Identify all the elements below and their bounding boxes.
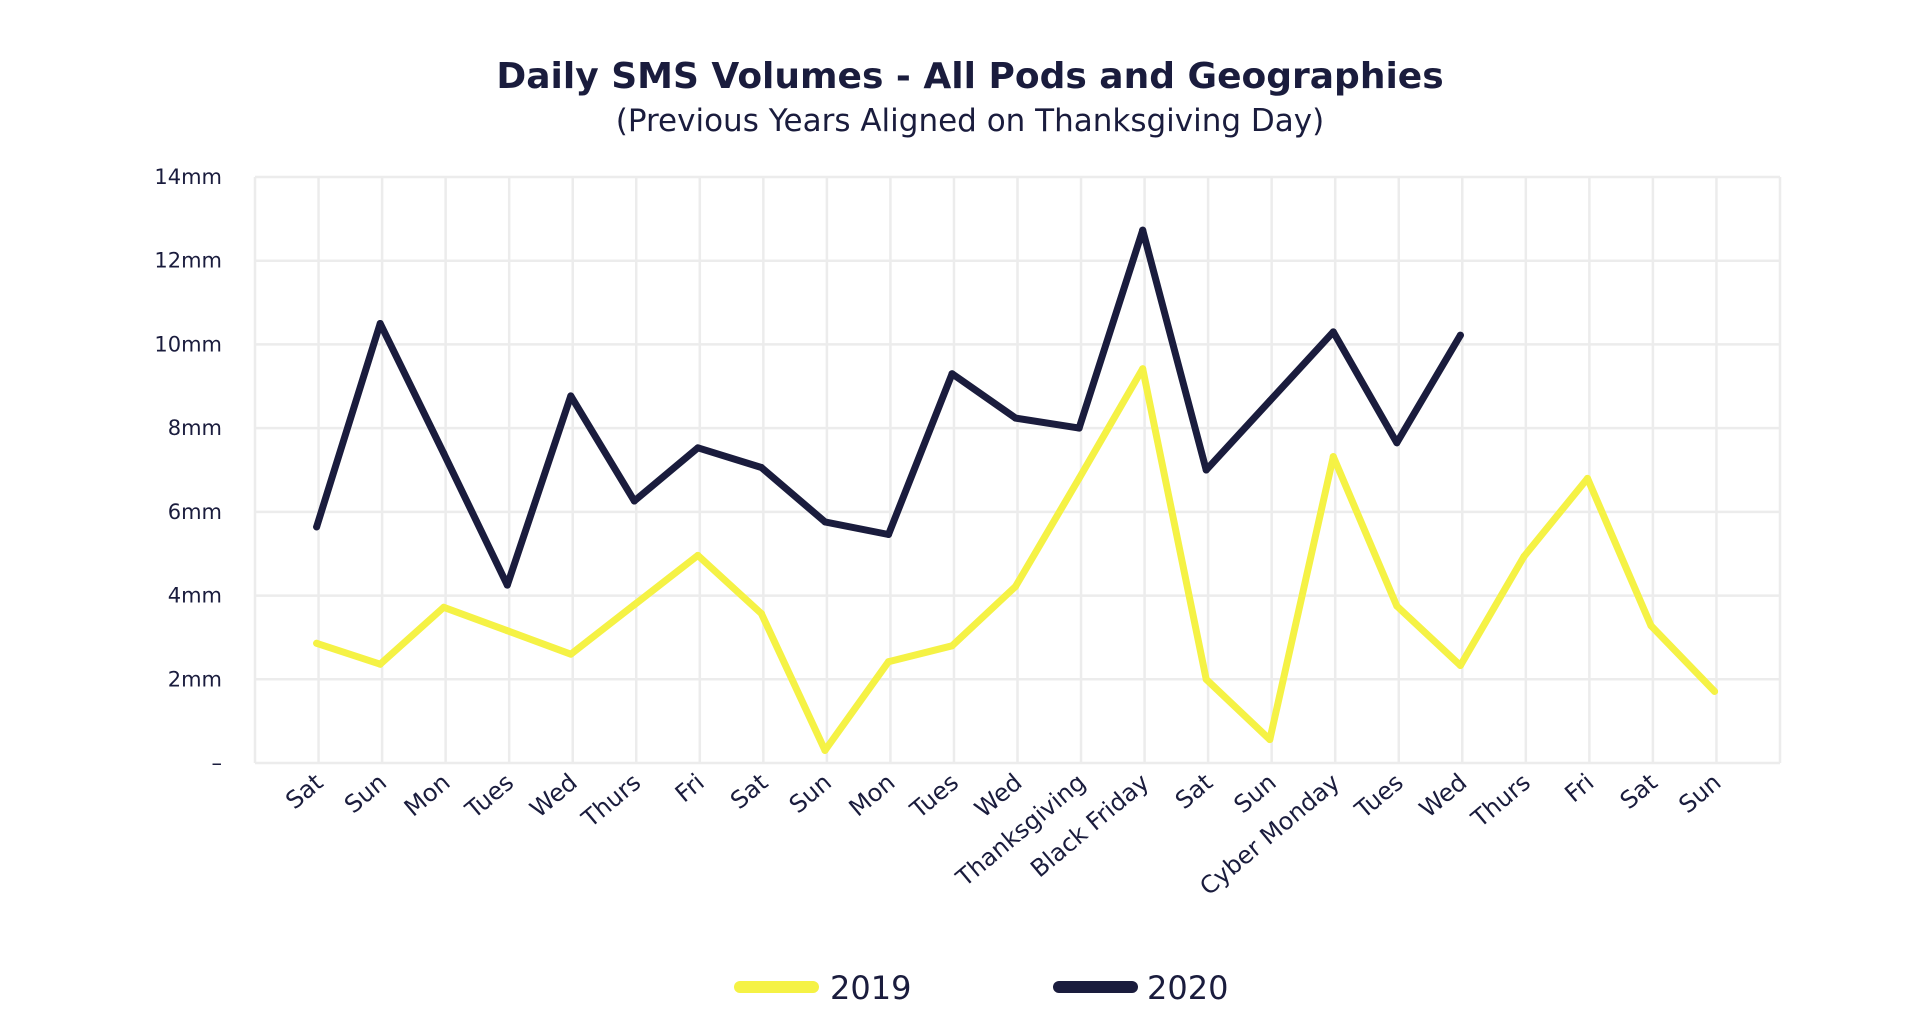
- data-point-2020: [1393, 439, 1401, 447]
- grid: [253, 175, 1782, 765]
- legend-label-2020: 2020: [1147, 969, 1228, 1007]
- data-point-2019: [1456, 661, 1464, 669]
- x-tick-label: Tues: [459, 768, 519, 824]
- data-point-2020: [567, 392, 575, 400]
- data-point-2020: [1075, 424, 1083, 432]
- x-tick-label: Sat: [280, 768, 328, 815]
- x-tick-label: Sat: [1170, 768, 1218, 815]
- x-tick-label: Thurs: [576, 768, 646, 833]
- data-point-2020: [948, 370, 956, 378]
- y-tick-label: 12mm: [154, 249, 222, 273]
- data-point-2019: [1393, 602, 1401, 610]
- y-tick-label: 14mm: [154, 165, 222, 189]
- data-point-2020: [440, 449, 448, 457]
- x-tick-label: Sat: [1615, 768, 1663, 815]
- data-point-2019: [1012, 582, 1020, 590]
- chart-title: Daily SMS Volumes - All Pods and Geograp…: [496, 56, 1443, 97]
- data-point-2020: [1139, 226, 1147, 234]
- data-point-2019: [1266, 736, 1274, 744]
- x-tick-label: Sat: [725, 768, 773, 815]
- y-axis: – 2mm 4mm 6mm 8mm 10mm 12mm 14mm: [154, 165, 222, 775]
- data-point-2019: [757, 610, 765, 618]
- data-point-2019: [885, 658, 893, 666]
- legend-label-2019: 2019: [830, 969, 911, 1007]
- data-point-2020: [1456, 331, 1464, 339]
- data-point-2019: [694, 551, 702, 559]
- data-point-2019: [1075, 474, 1083, 482]
- series-line-2019: [313, 365, 1719, 754]
- data-point-2020: [1202, 466, 1210, 474]
- data-point-2020: [313, 523, 321, 531]
- data-point-2020: [694, 444, 702, 452]
- series-lines: [313, 226, 1719, 754]
- x-tick-label: Fri: [1559, 768, 1599, 808]
- chart-subtitle: (Previous Years Aligned on Thanksgiving …: [616, 103, 1325, 139]
- data-point-2019: [1139, 365, 1147, 373]
- data-point-2019: [1520, 553, 1528, 561]
- data-point-2020: [1266, 397, 1274, 405]
- x-tick-label: Wed: [525, 768, 583, 823]
- data-point-2020: [630, 497, 638, 505]
- x-tick-label: Fri: [670, 768, 710, 808]
- data-point-2019: [1329, 453, 1337, 461]
- data-point-2019: [503, 627, 511, 635]
- data-point-2019: [313, 639, 321, 647]
- data-point-2019: [1202, 675, 1210, 683]
- legend: 2019 2020: [734, 969, 1228, 1007]
- data-point-2020: [1329, 328, 1337, 336]
- x-tick-label: Mon: [844, 768, 901, 822]
- data-point-2019: [376, 660, 384, 668]
- y-tick-label: 10mm: [154, 332, 222, 356]
- data-point-2019: [1647, 622, 1655, 630]
- data-point-2019: [630, 601, 638, 609]
- data-point-2020: [376, 320, 384, 327]
- y-tick-label: 2mm: [168, 667, 222, 691]
- x-tick-label: Sun: [784, 768, 837, 819]
- y-tick-label: –: [212, 751, 223, 775]
- data-point-2020: [821, 518, 829, 526]
- data-point-2019: [1583, 474, 1591, 482]
- x-tick-label: Thurs: [1465, 768, 1535, 833]
- data-point-2019: [821, 746, 829, 754]
- y-tick-label: 6mm: [168, 500, 222, 524]
- x-tick-label: Sun: [1673, 768, 1726, 819]
- data-point-2020: [885, 530, 893, 538]
- y-tick-label: 8mm: [168, 416, 222, 440]
- x-tick-label: Mon: [399, 768, 456, 822]
- data-point-2019: [1711, 687, 1719, 695]
- data-point-2020: [503, 581, 511, 589]
- y-tick-label: 4mm: [168, 584, 222, 608]
- x-tick-label: Sun: [1229, 768, 1282, 819]
- x-tick-label: Tues: [1349, 768, 1409, 824]
- data-point-2020: [1012, 414, 1020, 422]
- x-tick-label: Tues: [904, 768, 964, 824]
- data-point-2020: [757, 463, 765, 471]
- data-point-2019: [440, 603, 448, 611]
- data-point-2019: [948, 642, 956, 650]
- x-tick-label: Sun: [339, 768, 392, 819]
- data-point-2019: [567, 650, 575, 658]
- x-tick-label: Wed: [1414, 768, 1472, 823]
